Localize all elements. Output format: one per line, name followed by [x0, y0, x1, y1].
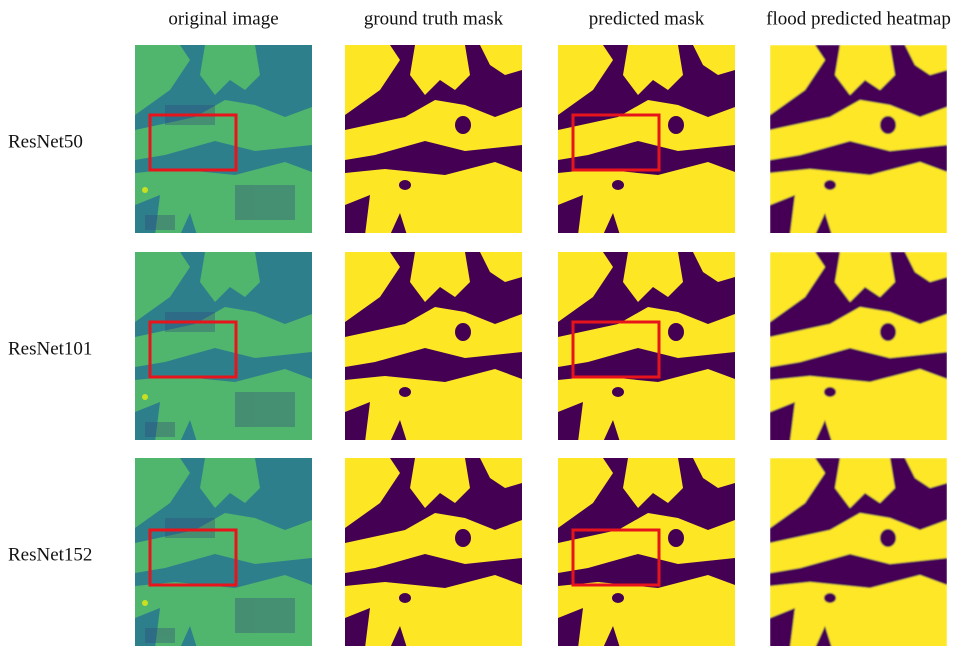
image — [135, 252, 312, 442]
panel-content — [558, 458, 735, 646]
row-label: ResNet152 — [8, 544, 92, 565]
image-panel — [558, 45, 735, 235]
image-panel — [345, 45, 522, 235]
image — [558, 45, 735, 235]
column-header: flood predicted heatmap — [766, 8, 951, 29]
image — [345, 458, 522, 646]
column-header: original image — [168, 8, 278, 29]
image-panel — [135, 45, 312, 235]
image — [558, 458, 735, 646]
image — [770, 45, 947, 235]
panel-content — [345, 45, 522, 235]
image — [770, 458, 947, 646]
panel-content — [135, 458, 312, 646]
column-header: ground truth mask — [364, 8, 504, 29]
image-panel — [345, 458, 522, 646]
panel-content — [770, 458, 947, 646]
image-panel — [135, 458, 312, 646]
row-label: ResNet50 — [8, 131, 83, 152]
panel-content — [345, 458, 522, 646]
row-label: ResNet101 — [8, 338, 92, 359]
image — [770, 252, 947, 442]
panel-content — [558, 252, 735, 442]
image-panel — [345, 252, 522, 442]
image-panel — [770, 45, 947, 235]
panel-content — [558, 45, 735, 235]
panel-content — [135, 252, 312, 442]
image-panel — [770, 252, 947, 442]
figure: original image ground truth mask predicted… — [0, 0, 968, 646]
image — [558, 252, 735, 442]
image — [345, 45, 522, 235]
panel-content — [770, 252, 947, 442]
column-header: predicted mask — [589, 8, 705, 29]
image-panel — [770, 458, 947, 646]
panel-content — [135, 45, 312, 235]
image — [345, 252, 522, 442]
panel-content — [345, 252, 522, 442]
panel-content — [770, 45, 947, 235]
image-panel — [558, 458, 735, 646]
image — [135, 45, 312, 235]
image-panel — [558, 252, 735, 442]
image-panel — [135, 252, 312, 442]
image — [135, 458, 312, 646]
